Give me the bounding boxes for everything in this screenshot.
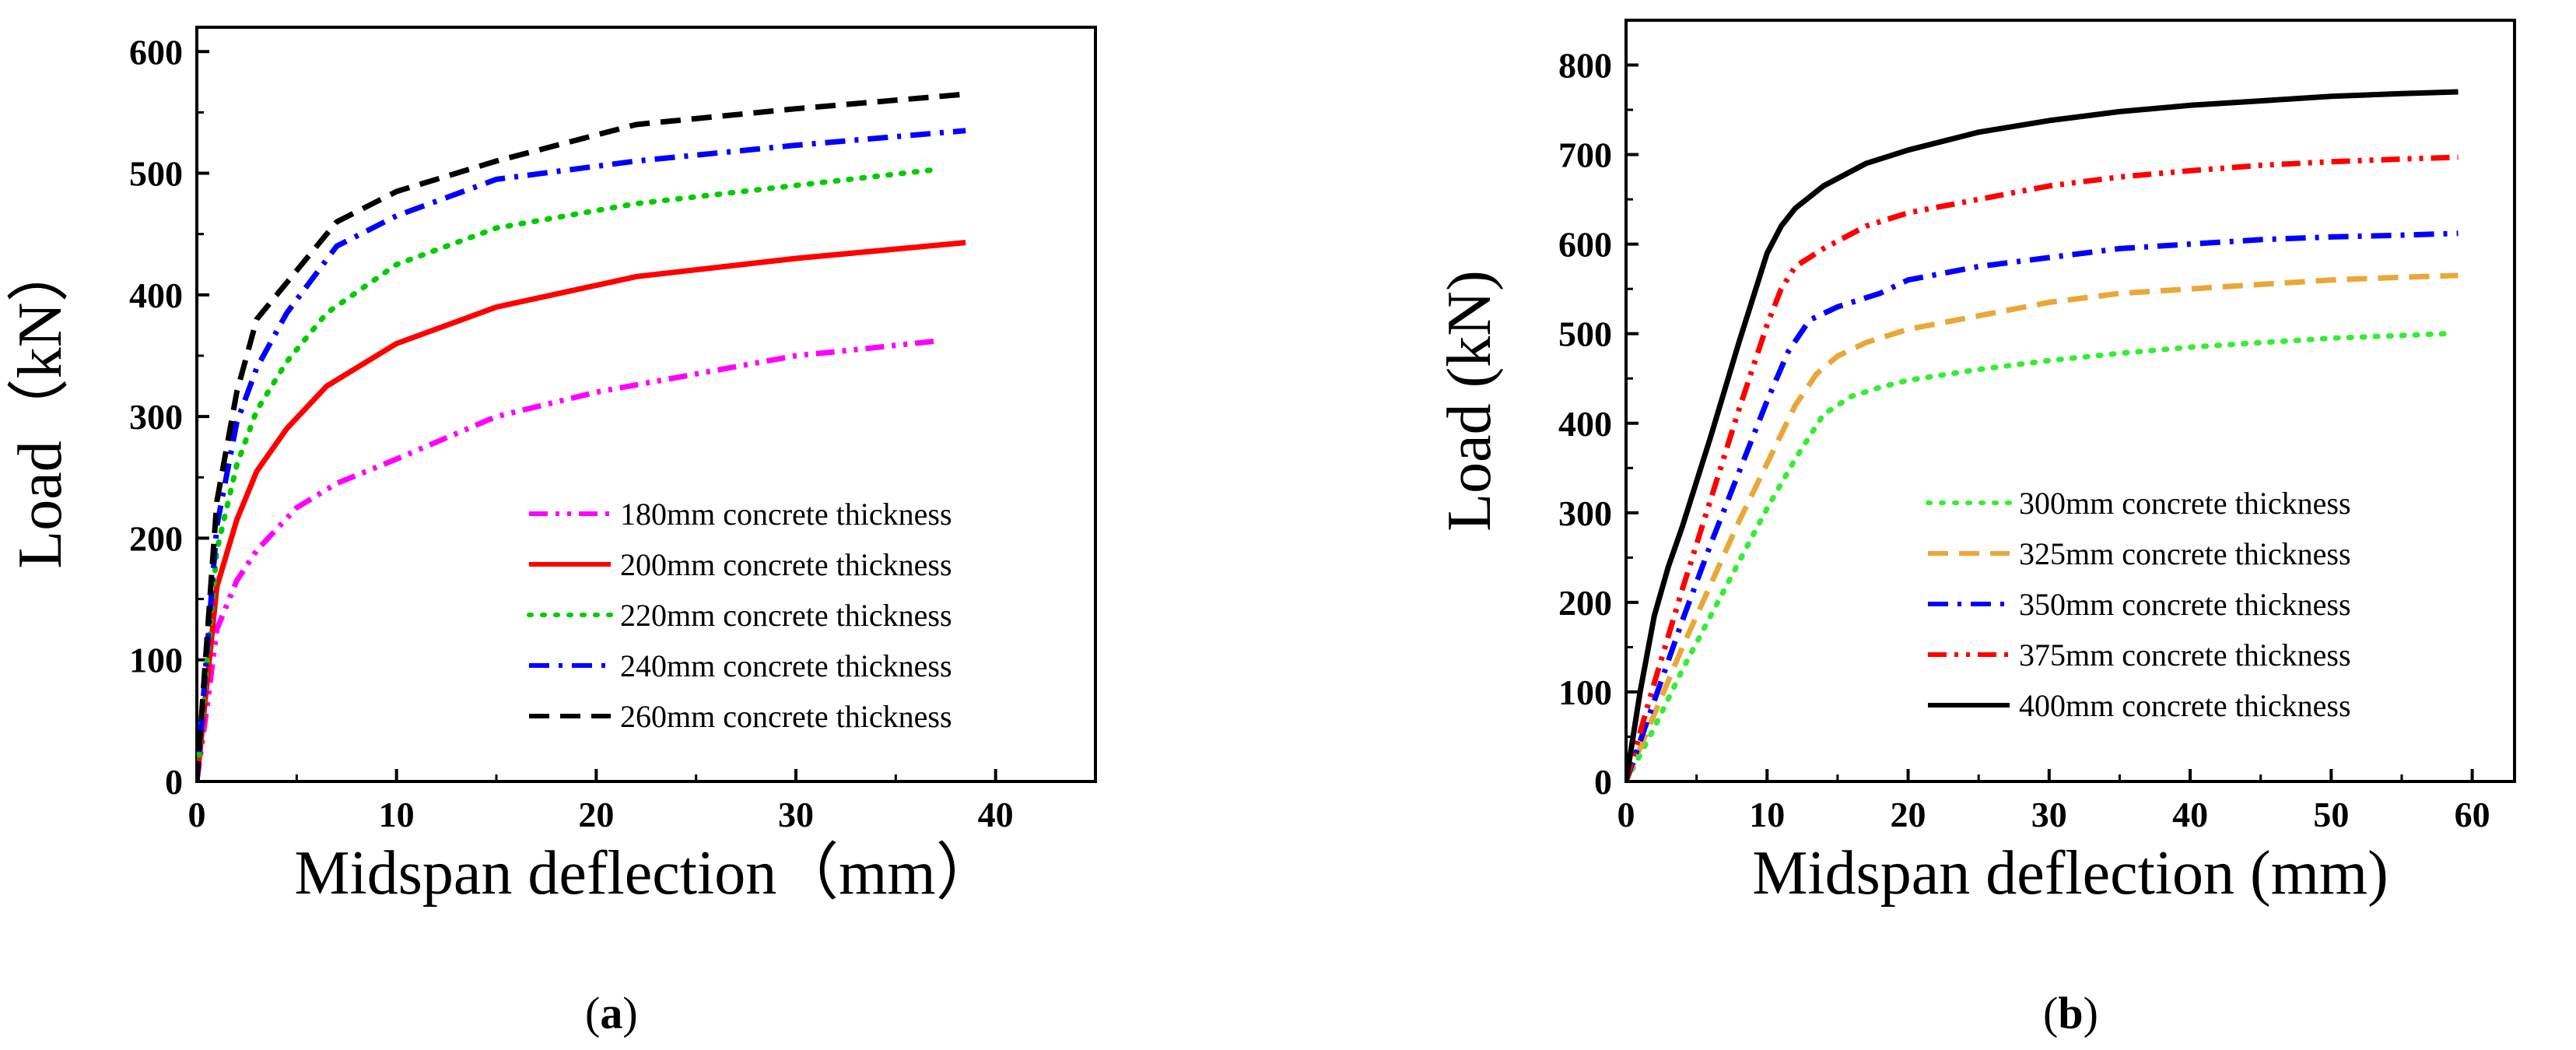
series-line-1 bbox=[197, 338, 937, 781]
y-tick-label: 200 bbox=[129, 518, 183, 558]
y-tick-label: 100 bbox=[129, 641, 183, 680]
legend-label-2: 200mm concrete thickness bbox=[620, 547, 952, 582]
x-axis-label: Midspan deflection（mm） bbox=[294, 839, 997, 908]
caption-b-letter: b bbox=[2058, 988, 2084, 1038]
x-tick-label: 50 bbox=[2313, 795, 2349, 834]
legend-label-2: 325mm concrete thickness bbox=[2019, 536, 2351, 571]
legend: 300mm concrete thickness 325mm concrete t… bbox=[1926, 486, 2351, 723]
x-axis-label: Midspan deflection (mm) bbox=[1752, 839, 2388, 908]
y-tick-label: 400 bbox=[129, 276, 183, 315]
y-tick-label: 400 bbox=[1558, 404, 1612, 444]
x-tick-label: 60 bbox=[2455, 795, 2490, 834]
legend-label-3: 350mm concrete thickness bbox=[2019, 587, 2351, 622]
x-tick-label: 30 bbox=[2031, 795, 2067, 834]
plot-frame bbox=[195, 26, 1097, 783]
y-tick-label: 300 bbox=[129, 397, 183, 437]
x-tick-label: 20 bbox=[1891, 795, 1926, 834]
y-tick-label: 600 bbox=[1558, 225, 1612, 265]
x-tick-label: 40 bbox=[2172, 795, 2208, 834]
series-line-3 bbox=[197, 167, 939, 781]
y-tick-label: 0 bbox=[165, 762, 183, 802]
legend-label-5: 260mm concrete thickness bbox=[620, 699, 952, 734]
y-tick-label: 200 bbox=[1558, 583, 1612, 623]
plot-frame bbox=[1624, 19, 2516, 783]
chart-b: 0 10 20 30 40 50 600100200300400500600700800Mi… bbox=[1435, 19, 2516, 908]
series-line-4 bbox=[1626, 154, 2459, 781]
x-tick-label: 30 bbox=[778, 795, 814, 834]
legend-label-4: 375mm concrete thickness bbox=[2019, 637, 2351, 672]
series-line-1 bbox=[1626, 331, 2447, 781]
x-tick-label: 10 bbox=[379, 795, 415, 834]
series-line-5 bbox=[1626, 89, 2459, 781]
x-tick-label: 40 bbox=[978, 795, 1014, 834]
series-line-2 bbox=[1626, 272, 2459, 781]
y-axis-label: Load (kN) bbox=[1435, 270, 1504, 531]
series-line-4 bbox=[197, 128, 966, 781]
y-axis-label: Load（kN） bbox=[6, 240, 75, 568]
series-line-3 bbox=[1626, 230, 2459, 781]
legend-label-1: 180mm concrete thickness bbox=[620, 497, 952, 532]
x-tick-label: 10 bbox=[1749, 795, 1785, 834]
legend-label-1: 300mm concrete thickness bbox=[2019, 486, 2351, 521]
y-tick-label: 0 bbox=[1594, 762, 1612, 802]
y-tick-label: 500 bbox=[1558, 314, 1612, 354]
caption-b: (b) bbox=[2043, 988, 2098, 1038]
x-tick-label: 0 bbox=[188, 795, 206, 834]
legend-label-4: 240mm concrete thickness bbox=[620, 648, 952, 683]
caption-a: (a) bbox=[585, 988, 638, 1038]
legend: 180mm concrete thickness 200mm concrete t… bbox=[527, 497, 952, 734]
y-tick-label: 800 bbox=[1558, 46, 1612, 86]
y-tick-label: 100 bbox=[1558, 672, 1612, 712]
caption-a-letter: a bbox=[600, 988, 623, 1038]
series-line-2 bbox=[197, 240, 966, 781]
y-tick-label: 600 bbox=[129, 32, 183, 72]
y-tick-label: 500 bbox=[129, 154, 183, 194]
y-tick-label: 700 bbox=[1558, 135, 1612, 175]
x-tick-label: 0 bbox=[1617, 795, 1635, 834]
legend-label-3: 220mm concrete thickness bbox=[620, 598, 952, 633]
legend-label-5: 400mm concrete thickness bbox=[2019, 688, 2351, 723]
y-tick-label: 300 bbox=[1558, 493, 1612, 533]
series-line-5 bbox=[197, 91, 966, 781]
x-tick-label: 20 bbox=[578, 795, 614, 834]
